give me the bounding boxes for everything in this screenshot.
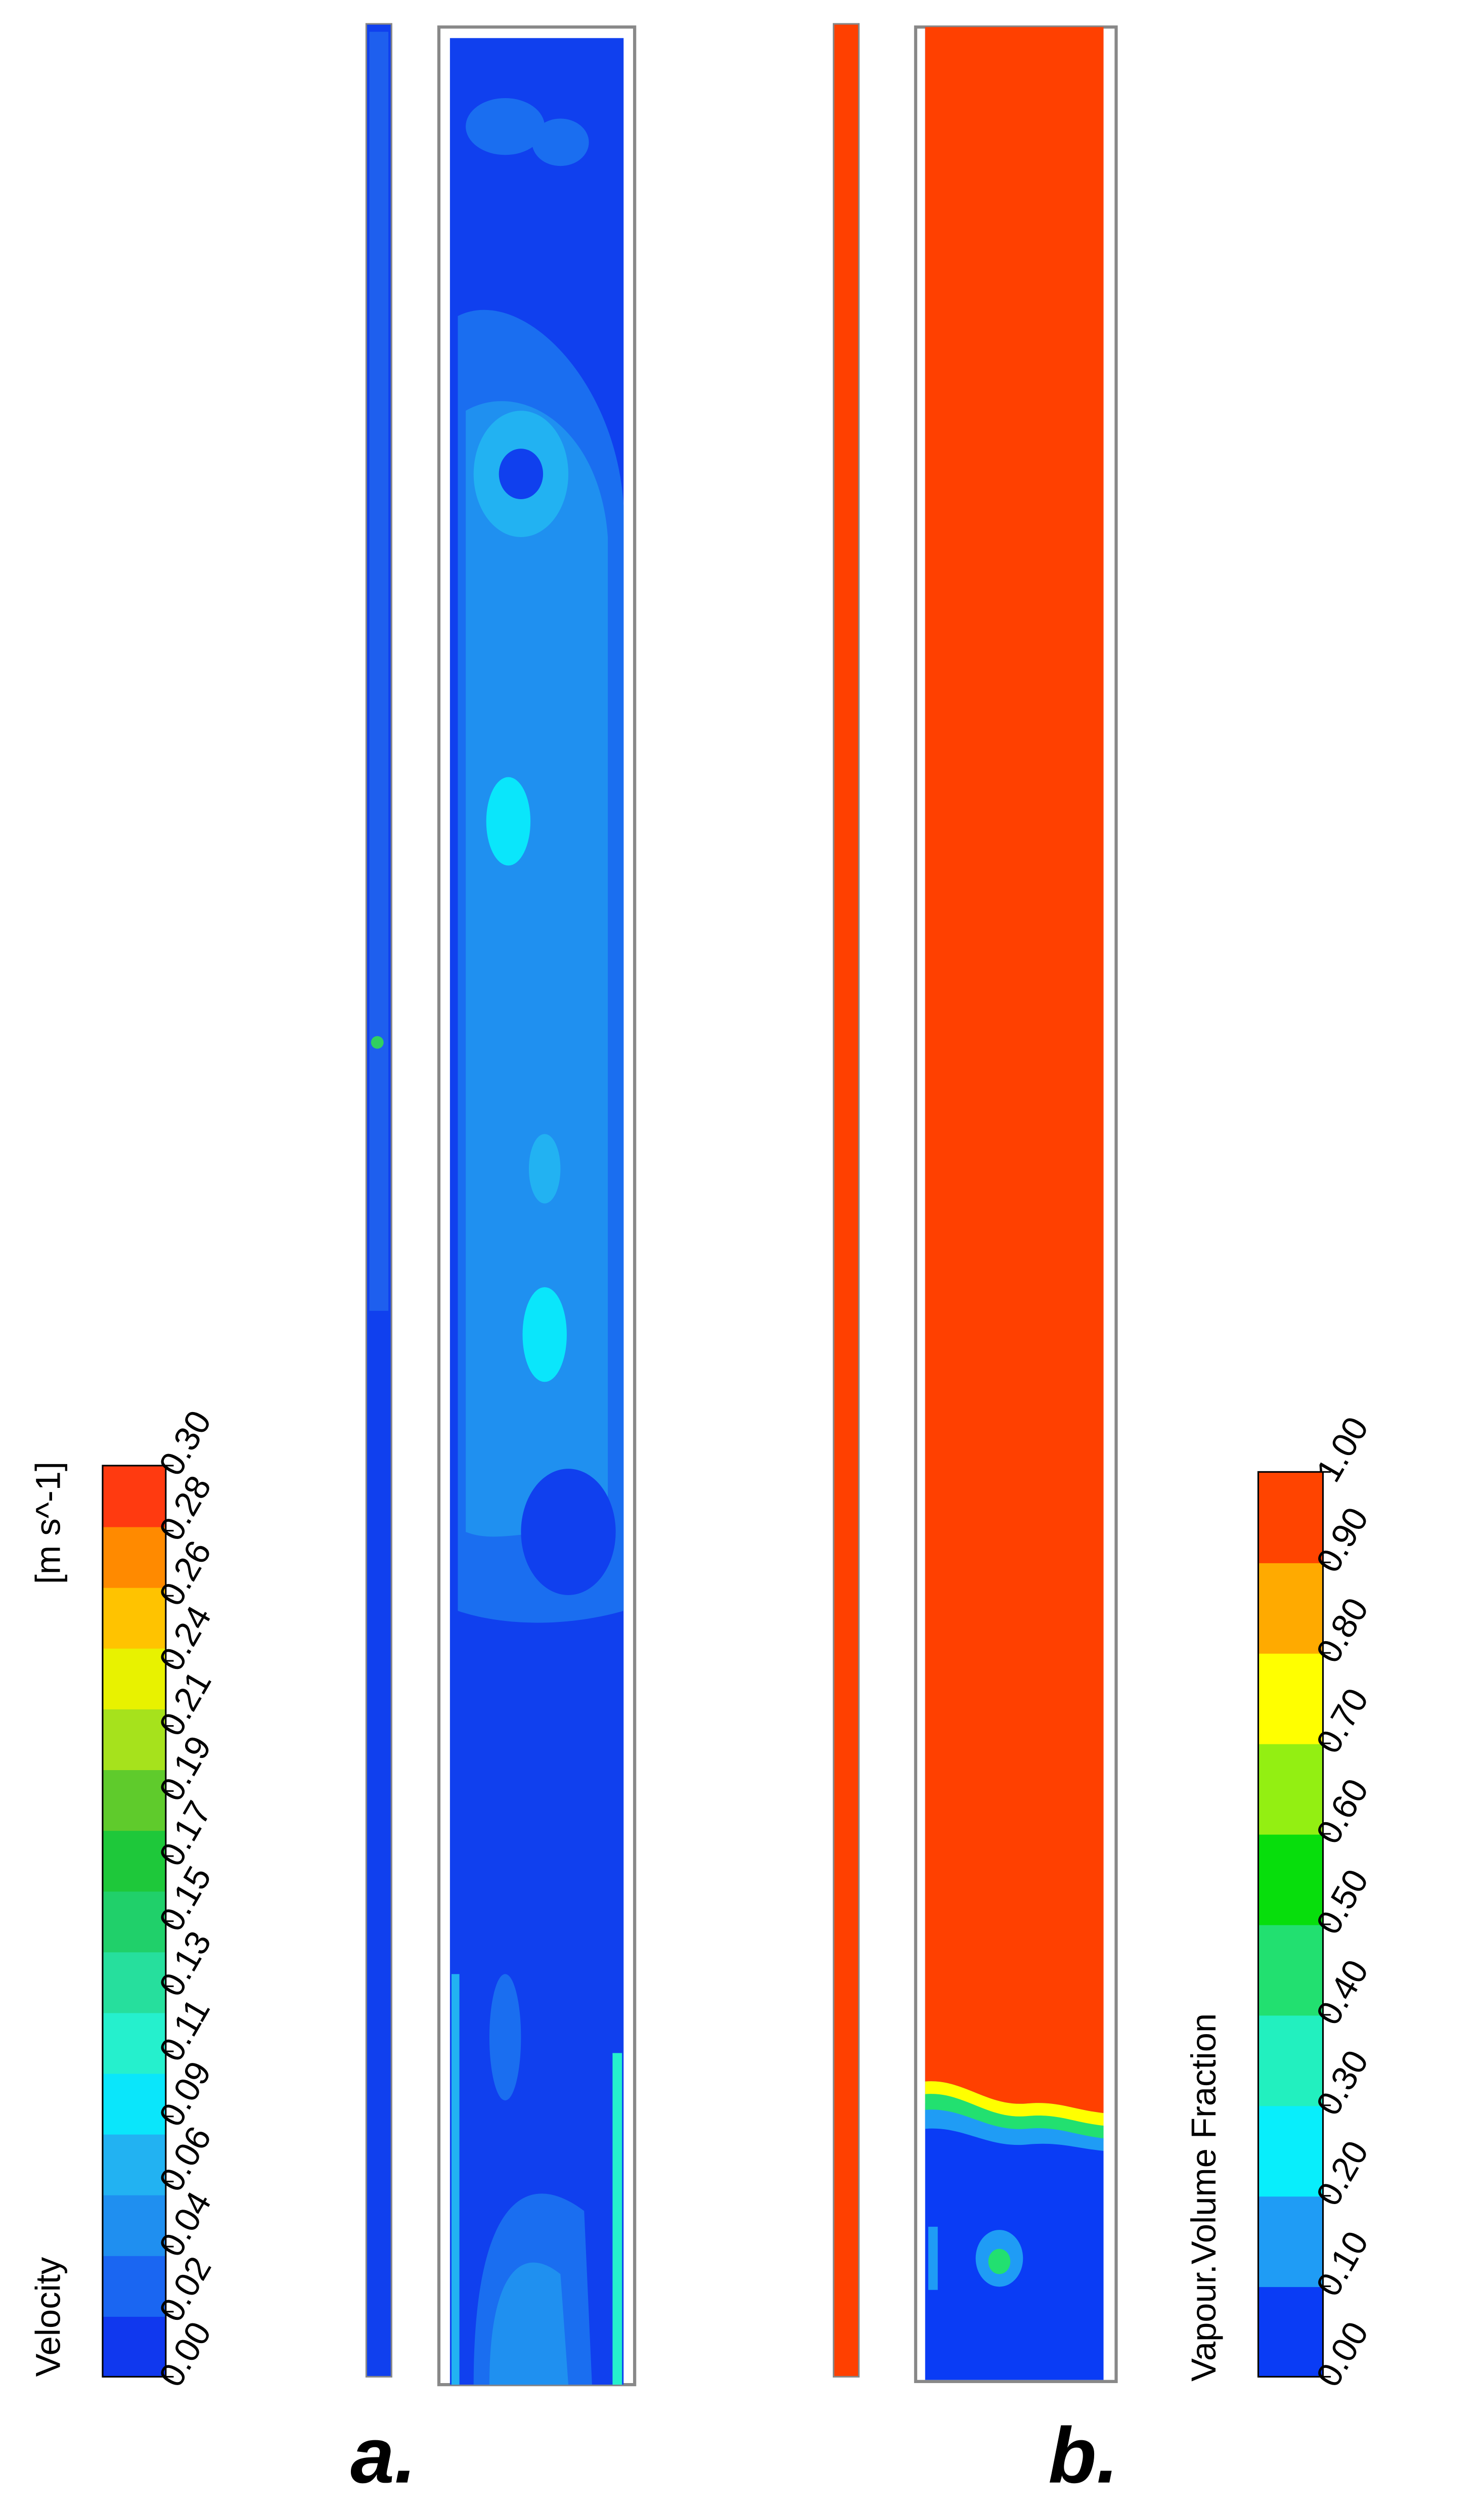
colorbar-band xyxy=(102,2316,166,2378)
colorbar-band xyxy=(102,1769,166,1831)
colorbar-band xyxy=(1258,2195,1323,2287)
colorbar-band xyxy=(1258,1653,1323,1744)
colorbar-band xyxy=(1258,2105,1323,2197)
colorbar-band xyxy=(102,2073,166,2135)
colorbar-b: 0.000.100.200.300.400.500.600.700.800.90… xyxy=(1257,1411,1376,2393)
colorbar-title: Velocity xyxy=(29,2257,68,2377)
panel-label: b. xyxy=(1048,2412,1118,2500)
colorbar-band xyxy=(1258,1924,1323,2016)
colorbar-band xyxy=(102,2194,166,2256)
colorbar-band xyxy=(102,1587,166,1649)
colorbar-band xyxy=(102,1951,166,2013)
colorbar-band xyxy=(1258,1743,1323,1835)
colorbar-a: 0.000.020.040.060.090.110.130.150.170.19… xyxy=(102,1404,219,2393)
colorbar-band xyxy=(102,1526,166,1588)
colorbar-title: Vapour.Volume Fraction xyxy=(1184,2013,1223,2382)
panel-label: a. xyxy=(350,2412,416,2500)
colorbar-band xyxy=(102,1890,166,1953)
colorbar-band xyxy=(1258,1834,1323,1925)
colorbar-band xyxy=(1258,1562,1323,1654)
contour-panel-b xyxy=(914,25,1118,2383)
contour-panel-a xyxy=(437,25,637,2387)
colorbar-band xyxy=(102,1465,166,1527)
colorbar-band xyxy=(102,1648,166,1709)
colorbar-band xyxy=(102,1830,166,1892)
colorbar-band xyxy=(102,2255,166,2317)
colorbar-band xyxy=(1258,2014,1323,2106)
colorbar-band xyxy=(102,1708,166,1770)
colorbar-band xyxy=(1258,1472,1323,1563)
contour-strip-a xyxy=(365,23,392,2378)
colorbar-unit: [m s^-1] xyxy=(29,1462,68,1584)
colorbar-band xyxy=(102,2012,166,2074)
contour-strip-b xyxy=(833,23,860,2378)
colorbar-band xyxy=(102,2134,166,2195)
colorbar-band xyxy=(1258,2286,1323,2378)
